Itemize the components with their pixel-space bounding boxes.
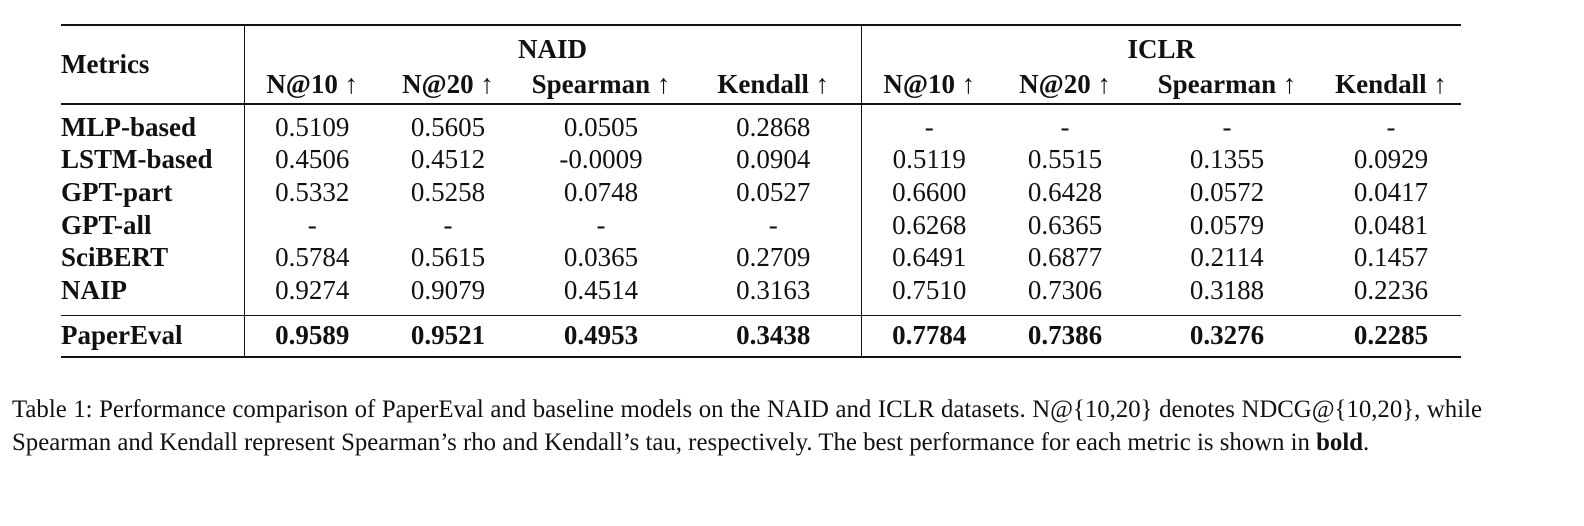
table-cell: 0.7510 — [860, 273, 998, 316]
caption-bold-word: bold — [1316, 429, 1364, 456]
table-cell: 0.6877 — [1027, 242, 1103, 273]
col-header-naid-kendall: Kendall ↑ — [717, 68, 830, 99]
table-cell: 0.2236 — [1353, 274, 1429, 305]
table-cell: - — [596, 209, 606, 240]
table-cell: 0.0417 — [1353, 176, 1429, 207]
table-cell: 0.4514 — [563, 274, 639, 305]
caption-end: . — [1363, 429, 1370, 456]
table-cell: 0.6600 — [860, 176, 998, 209]
table-cell: 0.5109 — [243, 104, 380, 144]
table-cell: - — [443, 209, 453, 240]
table-cell: 0.5515 — [1027, 144, 1103, 175]
table-cell: 0.1355 — [1189, 144, 1265, 175]
table-cell: 0.5615 — [410, 242, 486, 273]
col-header-iclr-spearman: Spearman ↑ — [1157, 68, 1297, 99]
table-cell: 0.0527 — [736, 176, 811, 207]
table-body: MLP-based 0.5109 0.5605 0.0505 0.2868 - … — [61, 104, 1462, 357]
group-header-naid: NAID — [243, 25, 862, 65]
table-cell: 0.4512 — [410, 144, 486, 175]
table-cell: 0.5605 — [410, 111, 486, 142]
table-cell: - — [1060, 111, 1070, 142]
table-cell-best: 0.3276 — [1133, 314, 1322, 357]
table-cell: 0.5119 — [860, 143, 998, 177]
table-row: MLP-based 0.5109 0.5605 0.0505 0.2868 - … — [61, 104, 1461, 144]
table-cell: 0.0748 — [563, 176, 639, 207]
table-cell: 0.0365 — [563, 242, 639, 273]
caption-text: Table 1: Performance comparison of Paper… — [12, 396, 1482, 456]
table-row: SciBERT 0.5784 0.5615 0.0365 0.2709 0.64… — [61, 241, 1461, 274]
table-cell: 0.6491 — [860, 241, 998, 274]
table-cell: 0.3163 — [736, 274, 811, 305]
table-cell: 0.4506 — [243, 143, 380, 177]
table-cell: 0.6268 — [860, 208, 998, 242]
table-cell: 0.5258 — [410, 176, 486, 207]
table-cell: 0.5332 — [243, 176, 380, 209]
best-result-row: PaperEval 0.9589 0.9521 0.4953 0.3438 0.… — [61, 314, 1462, 357]
table-cell: 0.0505 — [563, 111, 639, 142]
table-cell: -0.0009 — [559, 144, 643, 175]
results-table-container: Metrics NAID ICLR N@10 ↑ N@20 ↑ Spearman… — [61, 24, 1462, 358]
table-cell-best: 0.2285 — [1321, 314, 1462, 357]
row-label: PaperEval — [61, 314, 244, 357]
results-table: Metrics NAID ICLR N@10 ↑ N@20 ↑ Spearman… — [61, 24, 1462, 358]
table-cell: 0.0904 — [736, 144, 811, 175]
table-cell: 0.0579 — [1189, 209, 1265, 240]
row-label: GPT-all — [61, 209, 152, 240]
row-label: LSTM-based — [61, 144, 213, 175]
table-cell: 0.0929 — [1353, 144, 1429, 175]
col-header-naid-n10: N@10 ↑ — [243, 65, 380, 104]
col-header-naid-n20: N@20 ↑ — [402, 68, 494, 99]
table-cell: 0.1457 — [1353, 242, 1429, 273]
table-cell-best: 0.9589 — [243, 314, 380, 357]
table-cell: 0.0481 — [1353, 209, 1429, 240]
table-cell: 0.3188 — [1189, 274, 1265, 305]
row-label: MLP-based — [61, 111, 196, 142]
table-cell: - — [243, 208, 380, 242]
row-header-metrics: Metrics — [61, 49, 150, 79]
table-row: GPT-all - - - - 0.6268 0.6365 0.0579 0.0… — [61, 208, 1461, 242]
table-cell: 0.2868 — [736, 111, 811, 142]
col-header-iclr-n10: N@10 ↑ — [860, 65, 998, 104]
table-cell: 0.6428 — [1027, 176, 1103, 207]
table-cell: - — [860, 104, 998, 144]
col-header-iclr-n20: N@20 ↑ — [1019, 68, 1111, 99]
table-cell: - — [1222, 111, 1232, 142]
row-label: GPT-part — [61, 176, 173, 207]
col-header-iclr-kendall: Kendall ↑ — [1335, 68, 1447, 99]
table-cell-best: 0.7386 — [997, 314, 1134, 357]
table-cell-best: 0.7784 — [860, 314, 998, 357]
table-cell: - — [1386, 111, 1396, 142]
table-cell: 0.6365 — [1027, 209, 1103, 240]
table-cell: 0.9079 — [410, 274, 486, 305]
table-cell: 0.2114 — [1190, 242, 1264, 273]
column-header-row: N@10 ↑ N@20 ↑ Spearman ↑ Kendall ↑ N@10 … — [61, 65, 1462, 104]
table-cell-best: 0.3438 — [686, 314, 862, 357]
group-header-iclr: ICLR — [860, 25, 1462, 65]
table-cell: 0.0572 — [1189, 176, 1265, 207]
table-row: GPT-part 0.5332 0.5258 0.0748 0.0527 0.6… — [61, 176, 1461, 209]
table-cell: - — [768, 209, 778, 240]
row-label: NAIP — [61, 274, 127, 305]
table-row: LSTM-based 0.4506 0.4512 -0.0009 0.0904 … — [61, 143, 1461, 177]
table-cell-best: 0.4953 — [516, 314, 686, 357]
table-cell-best: 0.9521 — [380, 314, 516, 357]
row-label: SciBERT — [61, 242, 169, 273]
table-row: NAIP 0.9274 0.9079 0.4514 0.3163 0.7510 … — [61, 273, 1461, 316]
group-header-row: Metrics NAID ICLR — [61, 25, 1462, 79]
table-cell: 0.7306 — [1027, 274, 1103, 305]
table-cell: 0.5784 — [243, 241, 380, 274]
table-cell: 0.2709 — [736, 242, 811, 273]
col-header-naid-spearman: Spearman ↑ — [531, 68, 671, 99]
table-caption: Table 1: Performance comparison of Paper… — [12, 393, 1482, 459]
table-cell: 0.9274 — [243, 273, 380, 316]
